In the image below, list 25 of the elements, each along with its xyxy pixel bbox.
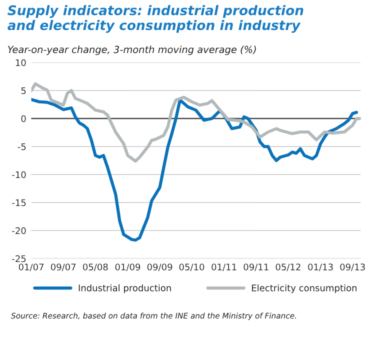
x-tick-label: 05/10: [179, 264, 204, 272]
x-tick-label: 09/07: [50, 264, 76, 272]
x-tick-label: 01/09: [115, 264, 140, 272]
x-tick-label: 09/13: [340, 264, 365, 272]
x-tick-label: 09/11: [244, 264, 268, 272]
x-tick-label: 05/12: [276, 264, 300, 272]
y-tick-label: 5: [21, 87, 26, 94]
chart-title: Supply indicators: industrial production and electricity consumption in industry: [8, 5, 304, 33]
line-series: [31, 98, 358, 242]
y-tick-label: -25: [12, 255, 26, 262]
y-tick-label: -20: [12, 227, 26, 234]
y-tick-label: 10: [16, 59, 26, 66]
y-tick-label: 0: [21, 115, 26, 122]
x-tick-label: 05/08: [82, 264, 108, 272]
x-tick-label: 01/11: [212, 264, 236, 272]
chart-subtitle: Year-on-year change, 3-month moving average (%): [8, 46, 256, 56]
legend-label: Electricity consumption: [252, 284, 357, 294]
legend-label: Industrial production: [78, 284, 171, 294]
x-tick-label: 09/09: [147, 264, 172, 272]
line-series: [31, 82, 361, 163]
y-tick-label: -15: [12, 199, 26, 206]
x-tick-label: 01/13: [308, 264, 333, 272]
y-tick-label: -5: [18, 143, 26, 150]
y-tick-label: -10: [12, 171, 26, 178]
x-tick-label: 01/07: [18, 264, 44, 272]
